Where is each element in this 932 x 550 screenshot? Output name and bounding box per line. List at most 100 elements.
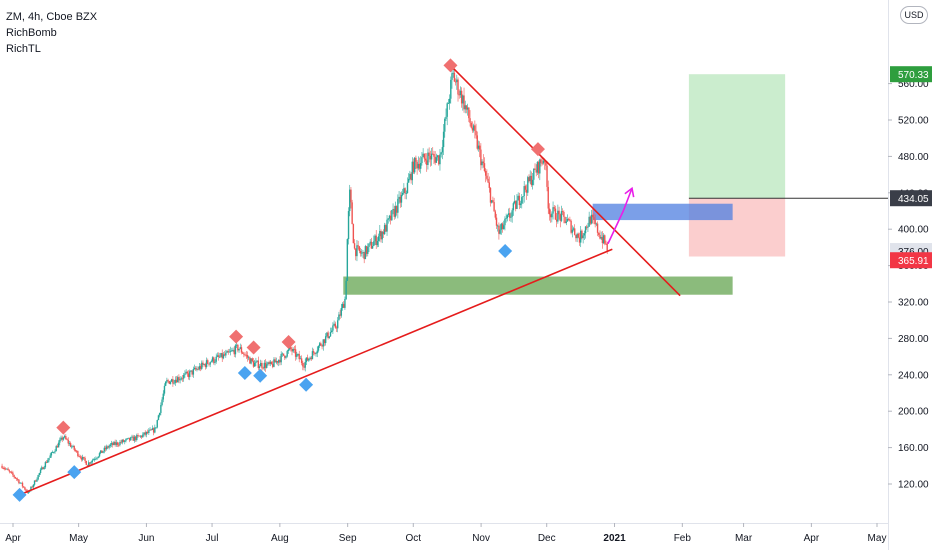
candle-body bbox=[328, 336, 330, 339]
price-tag bbox=[890, 252, 932, 269]
candle-body bbox=[91, 460, 93, 463]
candle-body bbox=[77, 451, 79, 457]
candle-body bbox=[279, 359, 281, 363]
candle-body bbox=[577, 233, 580, 238]
candle-body bbox=[293, 348, 296, 350]
candle-body bbox=[469, 118, 471, 123]
candle-body bbox=[448, 98, 451, 104]
candle-body bbox=[566, 219, 569, 222]
candle-body bbox=[207, 360, 209, 364]
indicator-richbomb[interactable]: RichBomb bbox=[6, 27, 57, 39]
candle-body bbox=[254, 362, 256, 367]
candle-body bbox=[490, 200, 493, 203]
candle-body bbox=[214, 361, 216, 363]
candle-body bbox=[95, 458, 97, 460]
candle-body bbox=[529, 175, 531, 182]
candles bbox=[1, 68, 608, 494]
time-tick-label: Jul bbox=[206, 533, 219, 544]
candle-body bbox=[482, 161, 484, 164]
candle-body bbox=[460, 90, 463, 104]
candle-body bbox=[367, 246, 369, 254]
candle-body bbox=[75, 450, 78, 452]
candle-body bbox=[180, 378, 183, 380]
time-tick-label: Dec bbox=[538, 533, 556, 544]
indicator-richtl[interactable]: RichTL bbox=[6, 43, 41, 55]
candle-body bbox=[282, 353, 285, 356]
candle-body bbox=[383, 225, 386, 235]
candle-body bbox=[19, 482, 21, 484]
candle-body bbox=[574, 228, 576, 235]
time-tick-label: Oct bbox=[406, 533, 422, 544]
symbol-title[interactable]: ZM, 4h, Cboe BZX bbox=[6, 11, 98, 23]
candle-body bbox=[394, 206, 397, 217]
candle-body bbox=[130, 437, 132, 441]
currency-button[interactable]: USD bbox=[900, 6, 928, 24]
candle-body bbox=[237, 344, 239, 351]
candle-body bbox=[320, 343, 322, 346]
candle-body bbox=[407, 178, 410, 183]
candle-body bbox=[571, 229, 574, 233]
candle-body bbox=[285, 356, 287, 358]
buy-signal-marker bbox=[498, 244, 513, 259]
candle-body bbox=[458, 94, 460, 96]
candle-body bbox=[294, 349, 297, 357]
candle-body bbox=[524, 186, 527, 190]
candle-body bbox=[420, 163, 422, 169]
price-tag-label: 434.05 bbox=[898, 194, 929, 205]
candle-body bbox=[292, 348, 294, 352]
candle-body bbox=[110, 443, 113, 445]
candle-body bbox=[267, 362, 269, 365]
time-axis[interactable]: Apr May Jun Jul Aug Sep Oct Nov Dec 2021 Feb Mar Apr… bbox=[5, 523, 886, 544]
time-tick-label: May bbox=[69, 533, 88, 544]
candle-body bbox=[115, 442, 118, 445]
candle-body bbox=[116, 442, 119, 445]
candle-body bbox=[518, 195, 521, 206]
buy-signal-marker bbox=[253, 368, 268, 383]
candle-body bbox=[201, 362, 203, 369]
candle-body bbox=[226, 351, 228, 353]
candle-body bbox=[93, 459, 96, 460]
candle-body bbox=[251, 358, 253, 362]
candle-body bbox=[517, 195, 519, 201]
candle-body bbox=[9, 471, 12, 473]
price-tag bbox=[890, 190, 932, 207]
candle-body bbox=[432, 153, 434, 155]
candle-body bbox=[311, 351, 314, 360]
candle-body bbox=[240, 347, 243, 353]
candle-body bbox=[71, 446, 73, 448]
candle-body bbox=[504, 218, 506, 226]
candle-body bbox=[422, 153, 424, 158]
candle-body bbox=[221, 352, 223, 359]
candle-body bbox=[417, 163, 420, 169]
candle-body bbox=[2, 468, 4, 469]
candle-body bbox=[438, 155, 440, 165]
candle-body bbox=[503, 225, 505, 230]
candle-body bbox=[103, 447, 106, 452]
signal-markers bbox=[12, 58, 545, 502]
candle-body bbox=[433, 154, 435, 157]
candle-body bbox=[519, 203, 522, 206]
candle-body bbox=[513, 201, 516, 204]
candle-body bbox=[423, 153, 426, 159]
candle-body bbox=[565, 221, 567, 224]
candle-body bbox=[525, 189, 528, 193]
candle-body bbox=[63, 436, 66, 438]
candle-body bbox=[321, 345, 323, 347]
time-tick-label: Jun bbox=[138, 533, 154, 544]
candle-body bbox=[59, 439, 61, 443]
candle-body bbox=[204, 364, 207, 368]
candle-body bbox=[409, 173, 411, 179]
candle-body bbox=[154, 427, 156, 433]
buy-signal-marker bbox=[67, 465, 82, 480]
candle-body bbox=[68, 443, 71, 445]
candle-body bbox=[398, 196, 400, 199]
candle-body bbox=[191, 370, 193, 375]
price-axis[interactable]: 120.00160.00200.00240.00280.00320.00360.… bbox=[888, 79, 929, 491]
candle-body bbox=[186, 371, 189, 374]
candle-body bbox=[373, 241, 375, 247]
candle-body bbox=[555, 219, 558, 222]
candle-body bbox=[235, 344, 238, 346]
candle-body bbox=[583, 233, 586, 236]
candle-body bbox=[589, 216, 592, 224]
